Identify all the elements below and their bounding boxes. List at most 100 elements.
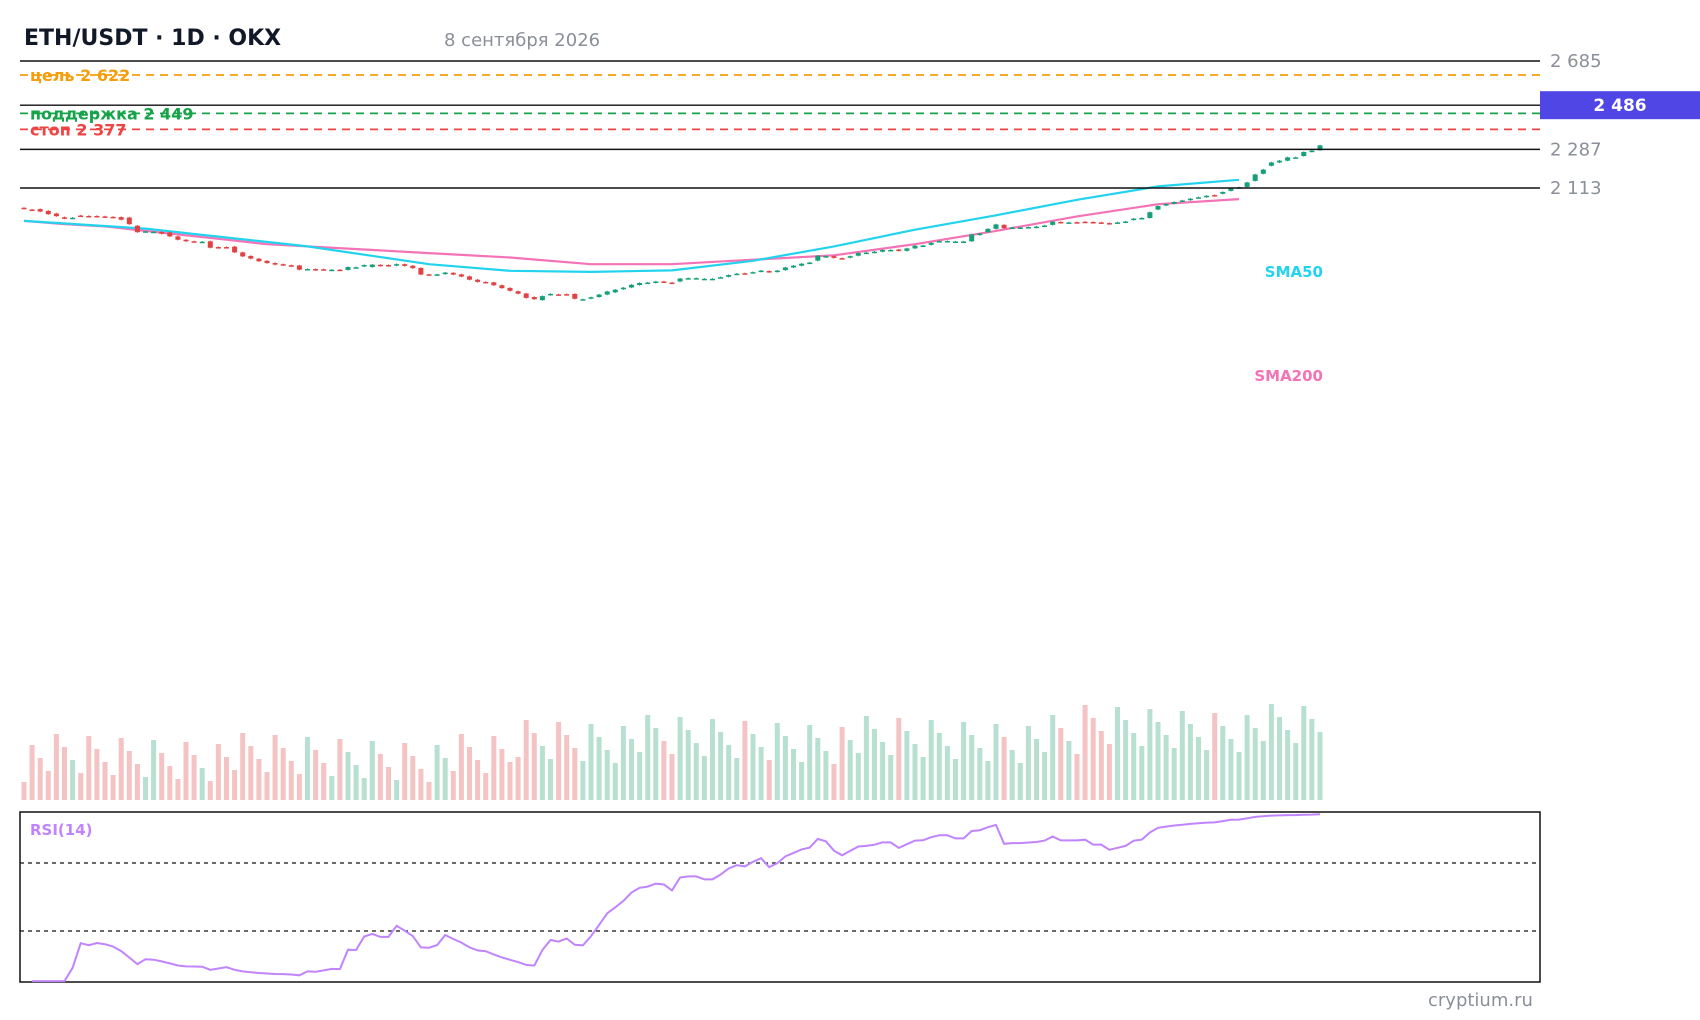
- volume-bar: [491, 736, 497, 800]
- volume-bar: [1204, 750, 1210, 800]
- candle: [110, 216, 116, 219]
- volume-bar: [53, 734, 59, 800]
- volume-bar: [280, 748, 286, 800]
- candle: [483, 281, 489, 284]
- candle: [596, 294, 602, 298]
- volume-bar: [296, 774, 302, 800]
- volume-bar: [539, 746, 545, 800]
- candle: [977, 233, 983, 236]
- volume-bar: [1001, 737, 1007, 800]
- candle: [685, 278, 691, 280]
- candle: [645, 282, 651, 285]
- volume-bar: [304, 737, 311, 800]
- candle: [118, 217, 124, 220]
- chart-title: ETH/USDT · 1D · OKX: [24, 26, 282, 51]
- candle: [418, 267, 424, 275]
- volume-bar: [418, 769, 424, 800]
- candle: [232, 246, 238, 253]
- candle: [1260, 169, 1266, 174]
- volume-bar: [701, 756, 707, 800]
- candle: [1187, 198, 1193, 201]
- volume-bar: [612, 763, 618, 800]
- volume-bar: [199, 768, 205, 800]
- candle: [142, 231, 149, 233]
- candle: [920, 245, 926, 248]
- candle: [572, 293, 578, 299]
- candle: [410, 265, 416, 269]
- candle: [442, 272, 448, 275]
- candle: [936, 241, 942, 243]
- candle: [556, 294, 562, 296]
- volume-bar: [507, 762, 513, 800]
- candle: [361, 265, 367, 267]
- candle: [807, 262, 813, 265]
- candle: [199, 241, 205, 244]
- candle: [1131, 218, 1137, 221]
- volume-bar: [904, 731, 910, 800]
- volume-bar: [167, 766, 173, 800]
- volume-bar: [353, 765, 359, 800]
- candle: [215, 247, 221, 249]
- volume-bar: [1220, 726, 1226, 800]
- candle: [183, 239, 189, 242]
- volume-bar: [896, 718, 902, 800]
- candle: [944, 241, 950, 243]
- volume-bar: [1293, 743, 1299, 800]
- volume-bar: [1252, 728, 1258, 800]
- candle: [912, 245, 918, 249]
- candle: [434, 274, 440, 276]
- volume-bar: [693, 743, 699, 800]
- volume-bar: [377, 754, 383, 800]
- candle: [677, 278, 683, 282]
- candle: [693, 278, 699, 280]
- candle: [547, 293, 554, 296]
- volume-bar: [993, 724, 999, 800]
- volume-bar: [1244, 715, 1250, 800]
- volume-bar: [831, 764, 837, 800]
- volume-bar: [134, 764, 140, 800]
- volume-bar: [458, 734, 464, 800]
- last-price-tag: [1540, 91, 1700, 120]
- volume-bar: [1114, 707, 1121, 800]
- volume-bar: [272, 735, 278, 800]
- volume-bar: [29, 745, 35, 800]
- candle: [126, 217, 132, 225]
- candle: [345, 267, 351, 270]
- volume-bar: [1309, 719, 1315, 800]
- candle: [1276, 160, 1283, 163]
- last-price-label: 2 486: [1593, 96, 1646, 116]
- volume-bar: [402, 743, 408, 800]
- candle: [1309, 150, 1315, 153]
- volume-bar: [1009, 750, 1015, 800]
- candle: [191, 241, 197, 243]
- volume-bar: [863, 716, 869, 800]
- candle: [1050, 221, 1056, 225]
- candle: [321, 269, 327, 271]
- candle: [580, 299, 586, 301]
- volume-bar: [1066, 741, 1072, 800]
- candle: [1171, 201, 1177, 204]
- candle: [134, 225, 140, 233]
- volume-bar: [1147, 709, 1153, 800]
- volume-bar: [726, 745, 732, 800]
- volume-bar: [142, 777, 149, 800]
- volume-bar: [78, 773, 84, 800]
- candle: [1082, 221, 1088, 224]
- candle: [86, 215, 92, 218]
- volume-bar: [718, 732, 724, 800]
- volume-bar: [466, 747, 473, 800]
- volume-bar: [1317, 732, 1323, 800]
- volume-bar: [952, 759, 959, 800]
- volume-bar: [369, 741, 375, 800]
- volume-bar: [1268, 704, 1274, 800]
- candle: [1123, 221, 1129, 224]
- candle: [78, 215, 84, 218]
- sma50-line: [23, 178, 1240, 274]
- volume-bar: [888, 755, 894, 800]
- volume-bar: [248, 746, 254, 800]
- candle: [799, 263, 805, 266]
- candle: [491, 282, 497, 286]
- support-label: поддержка 2 449: [30, 104, 193, 123]
- candle: [1317, 145, 1323, 151]
- candle: [904, 248, 910, 251]
